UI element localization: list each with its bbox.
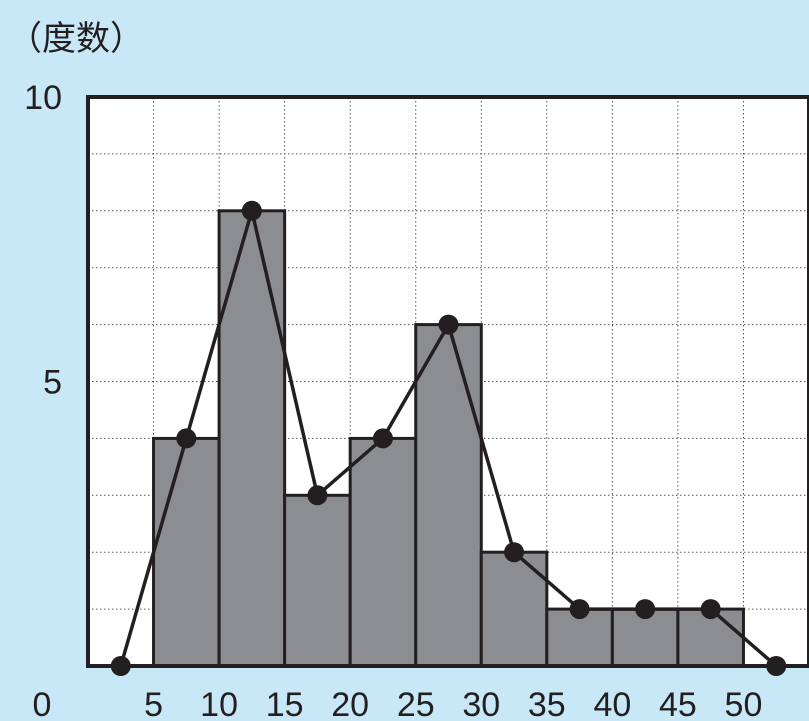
histogram-bar <box>283 493 352 668</box>
y-tick-labels: 5 10 <box>24 79 62 402</box>
x-tick-label: 10 <box>200 686 238 721</box>
x-tick-label: 30 <box>462 686 500 721</box>
polygon-point <box>110 656 131 676</box>
histogram-bar <box>152 436 221 668</box>
x-tick-labels: 0 5 10 15 20 25 30 35 40 45 50 <box>33 686 763 721</box>
x-tick-label: 20 <box>331 686 369 721</box>
polygon-point <box>504 542 525 563</box>
polygon-point <box>635 599 656 620</box>
frequency-polygon <box>110 200 787 676</box>
x-tick-label: 40 <box>593 686 631 721</box>
histogram-bar <box>348 436 418 668</box>
x-tick-label: 50 <box>725 686 763 721</box>
x-tick-label: 45 <box>659 686 697 721</box>
polygon-point <box>700 599 721 620</box>
y-axis-label: （度数） <box>8 20 144 58</box>
histogram-bar <box>479 550 549 668</box>
polygon-point <box>372 428 393 449</box>
y-tick-label: 10 <box>24 79 62 117</box>
polygon-point <box>241 200 262 221</box>
x-tick-label: 35 <box>528 686 566 721</box>
y-tick-label: 5 <box>43 364 62 402</box>
polygon-point <box>569 599 590 620</box>
x-tick-label: 0 <box>33 686 52 721</box>
histogram-bar <box>217 209 287 668</box>
bars <box>152 209 745 668</box>
x-tick-label: 25 <box>397 686 435 721</box>
x-tick-label: 5 <box>144 686 163 721</box>
polygon-point <box>307 485 328 506</box>
polygon-point <box>766 656 787 676</box>
polygon-point <box>176 428 197 449</box>
histogram-bar <box>414 323 483 668</box>
x-tick-label: 15 <box>266 686 304 721</box>
plot-frame <box>86 95 809 668</box>
polygon-point <box>438 314 459 335</box>
